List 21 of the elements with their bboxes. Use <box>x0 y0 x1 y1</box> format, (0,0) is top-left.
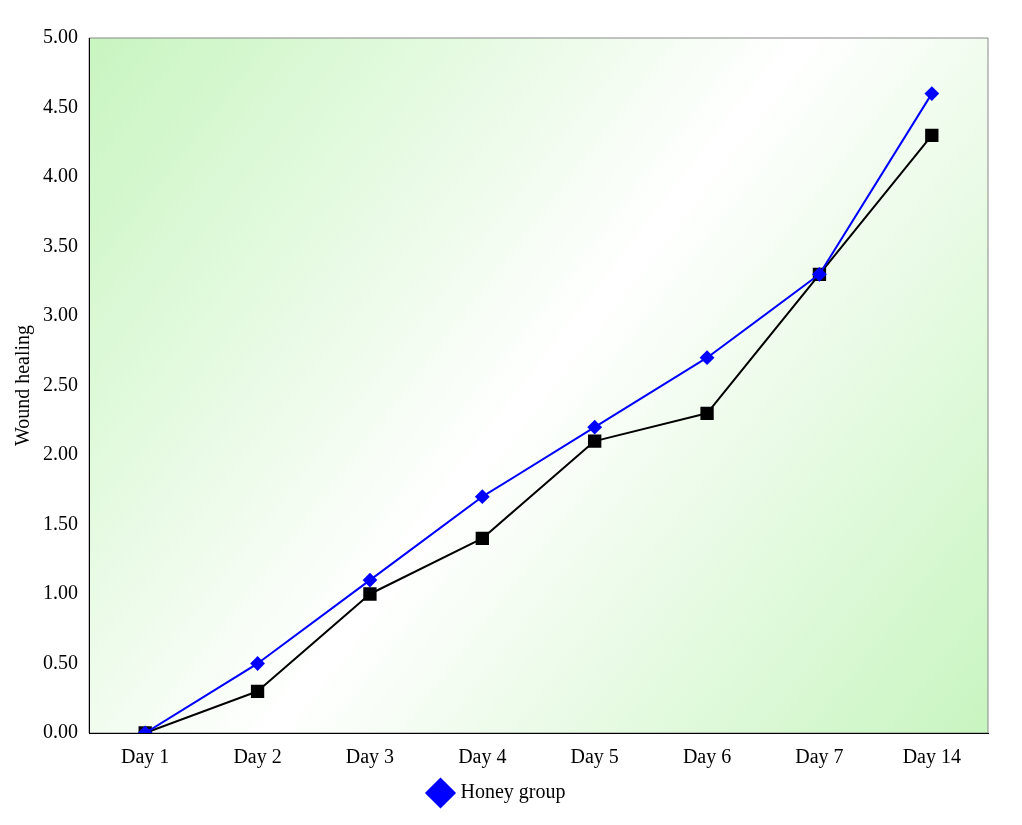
y-tick-label: 2.00 <box>43 442 78 465</box>
y-tick-label: 1.00 <box>43 581 78 604</box>
legend-label: Honey group <box>460 780 566 804</box>
y-axis-title: Wound healing <box>11 324 35 447</box>
y-tick-label: 5.00 <box>43 25 78 48</box>
x-tick-label: Day 6 <box>682 745 732 769</box>
y-tick-label: 0.00 <box>43 720 78 743</box>
y-tick-label: 3.00 <box>43 303 78 326</box>
y-tick-label: 1.50 <box>43 511 78 534</box>
x-tick-label: Day 4 <box>458 745 507 769</box>
y-tick-label: 4.00 <box>43 164 78 187</box>
y-tick-label: 3.50 <box>43 233 78 256</box>
y-tick-label: 4.50 <box>43 94 78 117</box>
x-tick-label: Day 5 <box>570 745 619 769</box>
x-tick-label: Day 3 <box>345 745 395 769</box>
x-tick-label: Day 7 <box>795 745 844 769</box>
y-tick-label: 0.50 <box>43 650 78 673</box>
y-tick-label: 2.50 <box>43 372 78 395</box>
x-tick-label: Day 1 <box>121 745 170 769</box>
x-tick-label: Day 14 <box>902 745 961 769</box>
x-tick-label: Day 2 <box>233 745 282 769</box>
